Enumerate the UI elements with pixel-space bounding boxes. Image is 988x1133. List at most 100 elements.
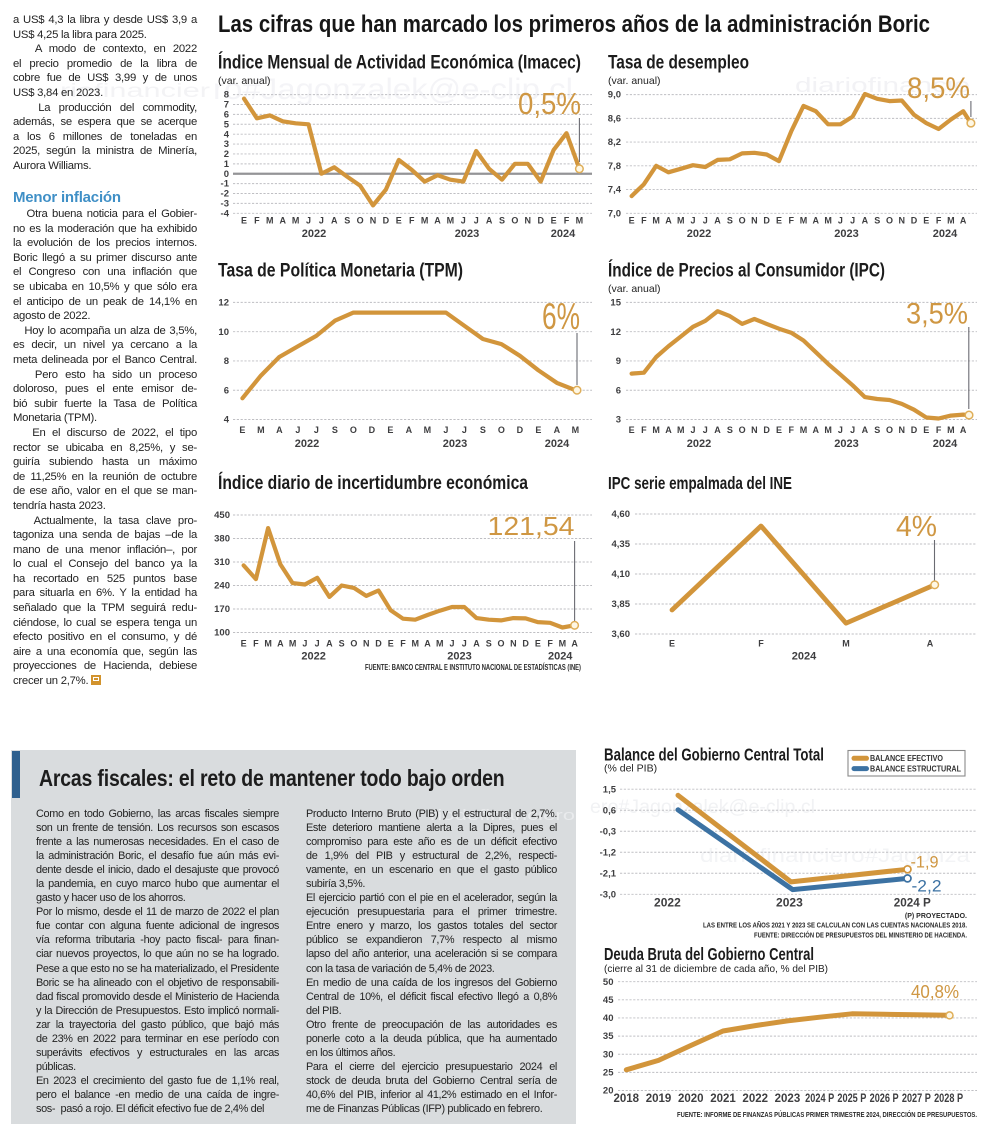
svg-text:2025 P: 2025 P xyxy=(837,1093,866,1105)
svg-text:240: 240 xyxy=(214,581,230,592)
svg-text:S: S xyxy=(499,216,505,226)
svg-text:J: J xyxy=(838,425,843,435)
svg-text:2021: 2021 xyxy=(710,1093,736,1105)
svg-text:E: E xyxy=(535,425,541,435)
svg-text:A: A xyxy=(714,216,721,226)
svg-text:O: O xyxy=(498,639,505,649)
svg-text:A: A xyxy=(276,425,283,435)
svg-text:J: J xyxy=(450,639,455,649)
svg-text:M: M xyxy=(947,216,955,226)
svg-text:2026 P: 2026 P xyxy=(870,1093,899,1105)
svg-text:J: J xyxy=(295,425,300,435)
svg-text:E: E xyxy=(241,639,247,649)
svg-text:8,6: 8,6 xyxy=(608,113,621,124)
svg-text:J: J xyxy=(462,639,467,649)
svg-text:M: M xyxy=(292,216,300,226)
svg-text:E: E xyxy=(776,216,782,226)
svg-text:Tasa de desempleo: Tasa de desempleo xyxy=(608,52,749,74)
svg-text:A: A xyxy=(406,425,413,435)
svg-text:O: O xyxy=(739,216,746,226)
svg-text:E: E xyxy=(387,425,393,435)
svg-text:D: D xyxy=(537,216,544,226)
svg-text:LAS ENTRE LOS AÑOS 2021 Y 2023: LAS ENTRE LOS AÑOS 2021 Y 2023 SE CALCUL… xyxy=(703,921,967,930)
svg-text:M: M xyxy=(800,425,808,435)
svg-text:N: N xyxy=(751,216,758,226)
svg-text:E: E xyxy=(535,639,541,649)
svg-text:-0,3: -0,3 xyxy=(600,826,616,837)
svg-text:-2,2: -2,2 xyxy=(912,878,942,896)
svg-text:-2: -2 xyxy=(221,189,229,200)
svg-text:A: A xyxy=(434,216,441,226)
svg-text:riofinancier: riofinancier xyxy=(60,81,211,102)
svg-text:3: 3 xyxy=(224,139,229,150)
svg-text:(var. anual): (var. anual) xyxy=(608,75,661,87)
svg-text:Balance del Gobierno Central T: Balance del Gobierno Central Total xyxy=(604,745,824,765)
svg-text:A: A xyxy=(927,639,934,649)
svg-text:35: 35 xyxy=(603,1031,614,1042)
svg-text:2023: 2023 xyxy=(834,228,858,240)
svg-text:F: F xyxy=(253,639,259,649)
svg-text:J: J xyxy=(314,425,319,435)
svg-text:N: N xyxy=(363,639,370,649)
svg-text:F: F xyxy=(409,216,415,226)
svg-text:-3,0: -3,0 xyxy=(600,889,616,900)
svg-text:J: J xyxy=(306,216,311,226)
svg-text:100: 100 xyxy=(214,628,230,639)
svg-text:F: F xyxy=(788,425,794,435)
svg-text:A: A xyxy=(331,216,338,226)
svg-text:A: A xyxy=(554,425,561,435)
svg-text:M: M xyxy=(411,639,419,649)
svg-text:2022: 2022 xyxy=(302,228,326,240)
svg-text:3,60: 3,60 xyxy=(612,629,631,640)
svg-text:50: 50 xyxy=(603,977,614,988)
svg-text:2: 2 xyxy=(224,149,229,160)
svg-text:2024: 2024 xyxy=(551,228,576,240)
svg-text:M: M xyxy=(800,216,808,226)
svg-text:2018: 2018 xyxy=(614,1093,640,1105)
svg-text:D: D xyxy=(911,425,918,435)
svg-text:M: M xyxy=(677,425,685,435)
svg-text:J: J xyxy=(319,216,324,226)
svg-text:J: J xyxy=(703,216,708,226)
svg-text:2022: 2022 xyxy=(654,896,681,910)
svg-text:F: F xyxy=(936,425,942,435)
svg-text:J: J xyxy=(461,216,466,226)
svg-text:2024: 2024 xyxy=(933,228,958,240)
svg-text:(var. anual): (var. anual) xyxy=(218,75,271,87)
svg-text:A: A xyxy=(326,639,333,649)
svg-text:7: 7 xyxy=(224,100,229,111)
svg-text:A: A xyxy=(473,639,480,649)
svg-text:J: J xyxy=(838,216,843,226)
svg-text:A: A xyxy=(862,425,869,435)
svg-text:2023: 2023 xyxy=(443,438,467,450)
svg-text:N: N xyxy=(370,216,377,226)
svg-text:E: E xyxy=(629,216,635,226)
svg-text:ero#Jagonzalek@e-clip.cl: ero#Jagonzalek@e-clip.cl xyxy=(590,797,815,818)
svg-text:E: E xyxy=(629,425,635,435)
svg-text:A: A xyxy=(279,216,286,226)
svg-text:E: E xyxy=(551,216,557,226)
svg-text:N: N xyxy=(525,216,532,226)
svg-text:M: M xyxy=(266,216,274,226)
svg-text:FUENTE: INFORME DE FINANZAS PÚ: FUENTE: INFORME DE FINANZAS PÚBLICAS PRI… xyxy=(677,1110,977,1119)
svg-text:N: N xyxy=(899,425,906,435)
svg-text:8,2: 8,2 xyxy=(608,137,621,148)
svg-text:S: S xyxy=(874,425,880,435)
svg-text:1: 1 xyxy=(224,159,230,170)
svg-text:J: J xyxy=(474,216,479,226)
svg-text:M: M xyxy=(652,216,660,226)
svg-text:A: A xyxy=(424,639,431,649)
svg-text:25: 25 xyxy=(603,1067,614,1078)
svg-text:D: D xyxy=(369,425,376,435)
svg-text:J: J xyxy=(443,425,448,435)
svg-text:170: 170 xyxy=(214,604,230,615)
svg-text:3,85: 3,85 xyxy=(612,599,631,610)
svg-text:6: 6 xyxy=(224,385,229,396)
svg-text:Deuda Bruta del Gobierno Centr: Deuda Bruta del Gobierno Central xyxy=(604,944,814,964)
svg-text:450: 450 xyxy=(214,510,230,521)
svg-text:F: F xyxy=(254,216,260,226)
svg-text:Índice de Precios al Consumido: Índice de Precios al Consumidor (IPC) xyxy=(608,259,885,282)
svg-text:380: 380 xyxy=(214,534,230,545)
svg-text:2028 P: 2028 P xyxy=(934,1093,963,1105)
svg-text:D: D xyxy=(517,425,524,435)
